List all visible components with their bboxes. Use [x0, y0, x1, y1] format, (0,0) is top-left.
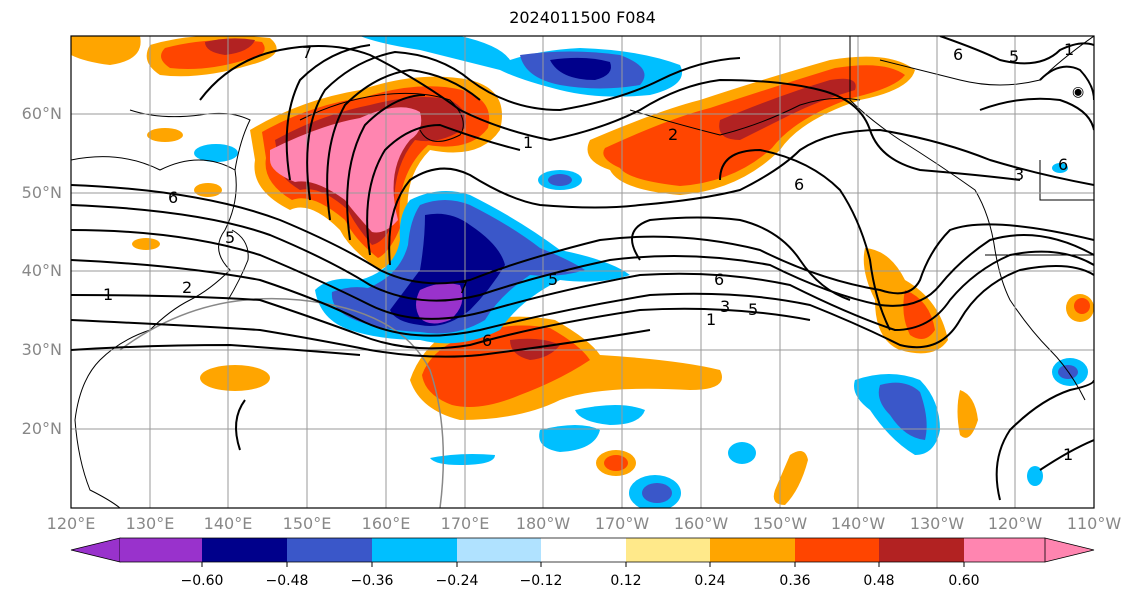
contour-label: 2 — [182, 278, 192, 297]
contour-label: 6 — [168, 188, 178, 207]
colorbar-tick-label: −0.12 — [519, 573, 563, 589]
lon-label: 180°W — [515, 514, 571, 533]
grid-lines — [71, 36, 1094, 508]
contour-label: 6 — [953, 45, 963, 64]
lon-label: 130°W — [909, 514, 965, 533]
colorbar-segment — [541, 538, 626, 562]
contour-label: 6 — [482, 331, 492, 350]
colorbar-segment — [70, 537, 121, 563]
colorbar-tick-label: −0.48 — [265, 573, 309, 589]
map-area: 7 6 5 2 1 1 6 5 7 6 1 3 5 6 6 5 3 1 2 6 … — [71, 36, 1094, 508]
lon-label: 170°E — [440, 514, 490, 533]
lon-label: 150°W — [752, 514, 808, 533]
colorbar-tick-label: 0.12 — [610, 573, 642, 589]
lat-label: 50°N — [21, 183, 62, 202]
negative-anomaly-fields — [194, 36, 1088, 508]
colorbar-tick-label: 0.24 — [694, 573, 726, 589]
contour-label: 1 — [706, 310, 716, 329]
range-ring — [119, 297, 445, 508]
colorbar-tick-label: −0.60 — [180, 573, 224, 589]
contour-label: 5 — [1009, 47, 1019, 66]
contour-label: 2 — [668, 125, 678, 144]
lat-label: 40°N — [21, 261, 62, 280]
lon-label: 130°E — [125, 514, 175, 533]
lat-label: 60°N — [21, 104, 62, 123]
colorbar-segment — [795, 538, 879, 562]
lon-label: 110°W — [1066, 514, 1122, 533]
contour-labels: 7 6 5 2 1 1 6 5 7 6 1 3 5 6 6 5 3 1 2 6 … — [103, 40, 1074, 464]
contour-label: 5 — [548, 270, 558, 289]
colorbar-tick-label: 0.48 — [863, 573, 895, 589]
height-contours — [71, 36, 1094, 501]
colorbar-tick-label: −0.24 — [435, 573, 479, 589]
lat-label: 20°N — [21, 419, 62, 438]
colorbar-segment — [879, 538, 964, 562]
colorbar-segment — [202, 538, 287, 562]
lon-label: 170°W — [594, 514, 650, 533]
contour-label: 7 — [302, 43, 312, 62]
colorbar-segment — [120, 538, 202, 562]
map-frame — [70, 35, 1095, 509]
contour-label: 1 — [523, 133, 533, 152]
contour-label: 6 — [1058, 155, 1068, 174]
colorbar-segment — [287, 538, 372, 562]
chart-title: 2024011500 F084 — [509, 8, 656, 27]
lon-label: 120°E — [46, 514, 96, 533]
colorbar-segment — [710, 538, 795, 562]
contour-label: 7 — [458, 278, 468, 297]
contour-label: 1 — [103, 285, 113, 304]
contour-label: 1 — [1064, 40, 1074, 59]
lon-label: 140°W — [830, 514, 886, 533]
colorbar-tick-label: −0.36 — [350, 573, 394, 589]
contour-label: 5 — [225, 228, 235, 247]
contour-label: 3 — [720, 297, 730, 316]
colorbar-segment — [457, 538, 541, 562]
lon-label: 120°W — [987, 514, 1043, 533]
contour-label: 5 — [748, 300, 758, 319]
colorbar-segment — [964, 538, 1045, 562]
colorbar — [70, 537, 1095, 567]
contour-label: 6 — [794, 175, 804, 194]
lon-label: 160°W — [673, 514, 729, 533]
colorbar-tick-label: 0.60 — [948, 573, 980, 589]
colorbar-segment — [372, 538, 457, 562]
lon-label: 160°E — [361, 514, 411, 533]
contour-label: 6 — [714, 270, 724, 289]
colorbar-tick-label: 0.36 — [779, 573, 811, 589]
lon-label: 140°E — [203, 514, 253, 533]
low-pressure-symbol: ◉ — [1072, 84, 1084, 100]
colorbar-segment — [626, 538, 710, 562]
lon-label: 150°E — [282, 514, 332, 533]
lat-label: 30°N — [21, 340, 62, 359]
contour-label: 3 — [1014, 165, 1024, 184]
contour-label: 1 — [1063, 445, 1073, 464]
colorbar-segment — [1044, 537, 1095, 563]
